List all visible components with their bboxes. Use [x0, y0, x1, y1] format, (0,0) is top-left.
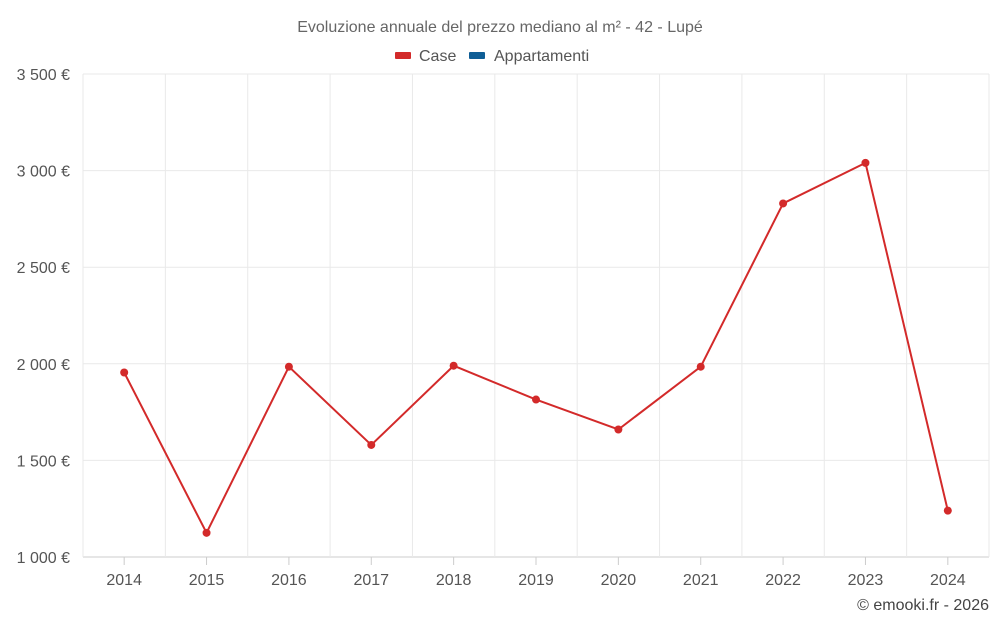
y-tick-label: 2 500 €	[17, 260, 70, 277]
data-point[interactable]	[943, 506, 952, 515]
x-tick-label: 2017	[353, 572, 389, 589]
data-point[interactable]	[614, 425, 623, 434]
legend-swatch-case	[395, 52, 411, 59]
x-tick-label: 2018	[436, 572, 472, 589]
x-tick-label: 2014	[106, 572, 142, 589]
grid	[82, 73, 990, 558]
data-point[interactable]	[532, 395, 540, 404]
y-tick-label: 1 000 €	[17, 550, 70, 567]
x-tick-label: 2020	[601, 572, 637, 589]
y-tick-label: 1 500 €	[17, 453, 70, 470]
data-point[interactable]	[861, 158, 870, 167]
chart-title: Evoluzione annuale del prezzo mediano al…	[297, 19, 703, 36]
credit-text: © emooki.fr - 2026	[857, 597, 989, 614]
x-axis-labels: 2014 2015 2016 2017 2018 2019 2020 2021 2022 2023…	[106, 557, 966, 589]
x-tick-label: 2019	[518, 572, 554, 589]
x-tick-label: 2024	[930, 572, 966, 589]
x-tick-label: 2023	[848, 572, 884, 589]
data-point[interactable]	[779, 199, 788, 208]
y-tick-label: 3 500 €	[17, 67, 70, 84]
data-point[interactable]	[449, 361, 458, 370]
y-axis-labels: 1 000 € 1 500 € 2 000 € 2 500 € 3 000 € 3 500…	[17, 67, 70, 567]
legend-label-case: Case	[419, 48, 456, 65]
legend: Case Appartamenti	[395, 48, 589, 65]
data-point[interactable]	[284, 362, 293, 371]
y-tick-label: 3 000 €	[17, 164, 70, 181]
x-tick-label: 2016	[271, 572, 307, 589]
data-point[interactable]	[120, 368, 129, 377]
legend-swatch-appartamenti	[469, 52, 485, 59]
x-tick-label: 2022	[765, 572, 801, 589]
series-case	[120, 158, 952, 537]
data-point[interactable]	[202, 528, 211, 537]
legend-item-appartamenti[interactable]: Appartamenti	[469, 48, 589, 65]
x-tick-label: 2021	[683, 572, 719, 589]
x-tick-label: 2015	[189, 572, 225, 589]
y-tick-label: 2 000 €	[17, 357, 70, 374]
data-point[interactable]	[696, 362, 705, 371]
data-point[interactable]	[367, 440, 376, 449]
legend-item-case[interactable]: Case	[395, 48, 456, 65]
legend-label-appartamenti: Appartamenti	[494, 48, 589, 65]
